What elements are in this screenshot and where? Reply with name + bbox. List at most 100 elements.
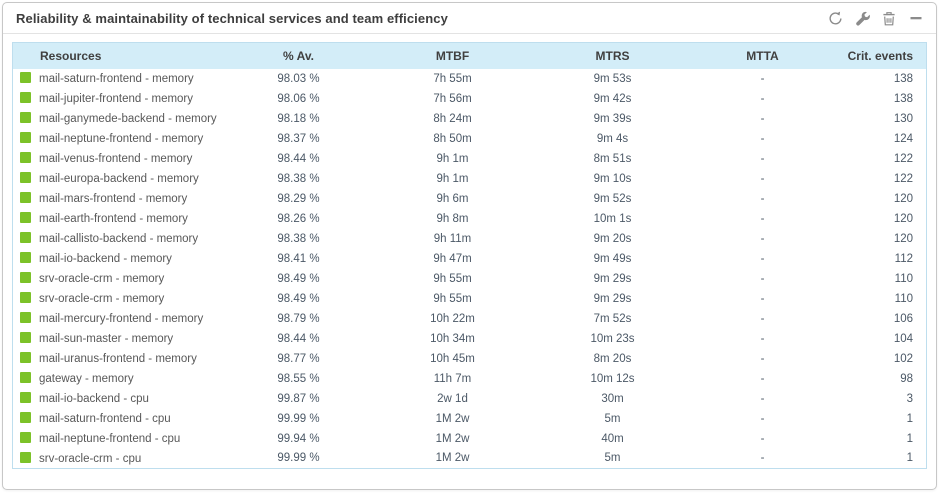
availability-cell: 99.99 % xyxy=(277,452,320,465)
table-row[interactable]: mail-io-backend - cpu 99.87 % 2w 1d 30m … xyxy=(13,389,927,409)
mtbf-cell: 7h 55m xyxy=(433,72,472,85)
delete-icon[interactable] xyxy=(881,10,897,26)
mtta-cell: - xyxy=(760,392,765,405)
availability-cell: 98.44 % xyxy=(277,332,320,345)
mtbf-cell: 1M 2w xyxy=(435,432,470,445)
wrench-icon[interactable] xyxy=(854,10,870,26)
mtrs-cell: 8m 51s xyxy=(593,152,632,165)
status-up-icon xyxy=(20,132,31,143)
resource-name: srv-oracle-crm - memory xyxy=(39,293,165,305)
resource-name: srv-oracle-crm - cpu xyxy=(39,452,142,465)
mtrs-cell: 9m 53s xyxy=(593,72,632,85)
mtrs-cell: 5m xyxy=(604,452,621,465)
mtta-cell: - xyxy=(760,292,765,305)
table-row[interactable]: mail-jupiter-frontend - memory 98.06 % 7… xyxy=(13,89,927,109)
minimize-icon[interactable] xyxy=(908,10,924,26)
resource-cell: mail-neptune-frontend - cpu xyxy=(13,429,225,449)
crit-events-cell: 124 xyxy=(893,132,913,145)
mtbf-cell: 7h 56m xyxy=(433,92,472,105)
mtrs-cell: 8m 20s xyxy=(593,352,632,365)
resource-cell: mail-saturn-frontend - memory xyxy=(13,69,225,89)
status-up-icon xyxy=(20,312,31,323)
resource-cell: mail-io-backend - cpu xyxy=(13,389,225,409)
mtrs-cell: 9m 20s xyxy=(593,232,632,245)
table-row[interactable]: srv-oracle-crm - memory 98.49 % 9h 55m 9… xyxy=(13,269,927,289)
resource-name: mail-europa-backend - memory xyxy=(39,173,199,185)
status-up-icon xyxy=(20,252,31,263)
mtta-cell: - xyxy=(760,192,765,205)
table-row[interactable]: mail-uranus-frontend - memory 98.77 % 10… xyxy=(13,349,927,369)
table-row[interactable]: mail-io-backend - memory 98.41 % 9h 47m … xyxy=(13,249,927,269)
table-row[interactable]: mail-venus-frontend - memory 98.44 % 9h … xyxy=(13,149,927,169)
resource-cell: mail-venus-frontend - memory xyxy=(13,149,225,169)
resource-cell: mail-io-backend - memory xyxy=(13,249,225,269)
table-row[interactable]: mail-mercury-frontend - memory 98.79 % 1… xyxy=(13,309,927,329)
table-row[interactable]: mail-callisto-backend - memory 98.38 % 9… xyxy=(13,229,927,249)
crit-events-cell: 102 xyxy=(893,352,913,365)
availability-cell: 99.87 % xyxy=(277,392,320,405)
mtta-cell: - xyxy=(760,212,765,225)
resource-name: mail-callisto-backend - memory xyxy=(39,233,199,245)
availability-cell: 98.44 % xyxy=(277,152,320,165)
availability-cell: 98.26 % xyxy=(277,212,320,225)
column-header-crit-events: Crit. events xyxy=(832,42,927,69)
resource-cell: mail-ganymede-backend - memory xyxy=(13,109,225,129)
table-row[interactable]: srv-oracle-crm - memory 98.49 % 9h 55m 9… xyxy=(13,289,927,309)
status-up-icon xyxy=(20,152,31,163)
resource-name: mail-sun-master - memory xyxy=(39,333,174,345)
table-row[interactable]: mail-sun-master - memory 98.44 % 10h 34m… xyxy=(13,329,927,349)
crit-events-cell: 3 xyxy=(906,392,913,405)
mtbf-cell: 8h 50m xyxy=(433,132,472,145)
table-row[interactable]: mail-neptune-frontend - memory 98.37 % 8… xyxy=(13,129,927,149)
mtrs-cell: 9m 29s xyxy=(593,272,632,285)
table-row[interactable]: srv-oracle-crm - cpu 99.99 % 1M 2w 5m - … xyxy=(13,449,927,469)
crit-events-cell: 110 xyxy=(894,272,913,285)
availability-cell: 98.38 % xyxy=(277,232,320,245)
resource-cell: srv-oracle-crm - memory xyxy=(13,289,225,309)
resource-name: mail-saturn-frontend - memory xyxy=(39,73,194,85)
table-row[interactable]: mail-europa-backend - memory 98.38 % 9h … xyxy=(13,169,927,189)
table-body: mail-saturn-frontend - memory 98.03 % 7h… xyxy=(13,69,927,469)
resource-name: mail-uranus-frontend - memory xyxy=(39,353,197,365)
widget-title: Reliability & maintainability of technic… xyxy=(16,10,448,26)
mtbf-cell: 1M 2w xyxy=(435,452,470,465)
status-up-icon xyxy=(20,272,31,283)
table-row[interactable]: mail-neptune-frontend - cpu 99.94 % 1M 2… xyxy=(13,429,927,449)
column-header-availability: % Av. xyxy=(224,42,373,69)
table-container: Resources % Av. MTBF MTRS MTTA Crit. eve… xyxy=(3,34,936,469)
mtbf-cell: 9h 55m xyxy=(433,292,472,305)
availability-cell: 98.37 % xyxy=(277,132,320,145)
table-row[interactable]: mail-mars-frontend - memory 98.29 % 9h 6… xyxy=(13,189,927,209)
table-row[interactable]: mail-ganymede-backend - memory 98.18 % 8… xyxy=(13,109,927,129)
mtta-cell: - xyxy=(760,332,765,345)
availability-cell: 98.55 % xyxy=(277,372,320,385)
resource-name: mail-jupiter-frontend - memory xyxy=(39,93,194,105)
resource-cell: mail-europa-backend - memory xyxy=(13,169,225,189)
mtta-cell: - xyxy=(760,432,765,445)
status-up-icon xyxy=(20,352,31,363)
status-up-icon xyxy=(20,192,31,203)
availability-cell: 98.77 % xyxy=(277,352,320,365)
mtrs-cell: 9m 52s xyxy=(593,192,632,205)
status-up-icon xyxy=(20,92,31,103)
mtta-cell: - xyxy=(760,372,765,385)
table-row[interactable]: mail-saturn-frontend - memory 98.03 % 7h… xyxy=(13,69,927,89)
status-up-icon xyxy=(20,412,31,423)
status-up-icon xyxy=(20,392,31,403)
table-row[interactable]: mail-saturn-frontend - cpu 99.99 % 1M 2w… xyxy=(13,409,927,429)
status-up-icon xyxy=(20,372,31,383)
table-row[interactable]: mail-earth-frontend - memory 98.26 % 9h … xyxy=(13,209,927,229)
mtta-cell: - xyxy=(760,112,765,125)
resource-name: mail-mars-frontend - memory xyxy=(39,193,188,205)
refresh-icon[interactable] xyxy=(827,10,843,26)
mtbf-cell: 11h 7m xyxy=(433,372,472,385)
resource-name: mail-io-backend - cpu xyxy=(39,393,149,405)
crit-events-cell: 1 xyxy=(906,452,913,465)
mtbf-cell: 9h 1m xyxy=(436,152,469,165)
mtbf-cell: 9h 6m xyxy=(436,192,469,205)
mtta-cell: - xyxy=(760,252,765,265)
table-row[interactable]: gateway - memory 98.55 % 11h 7m 10m 12s … xyxy=(13,369,927,389)
resource-cell: mail-jupiter-frontend - memory xyxy=(13,89,225,109)
crit-events-cell: 106 xyxy=(893,312,913,325)
